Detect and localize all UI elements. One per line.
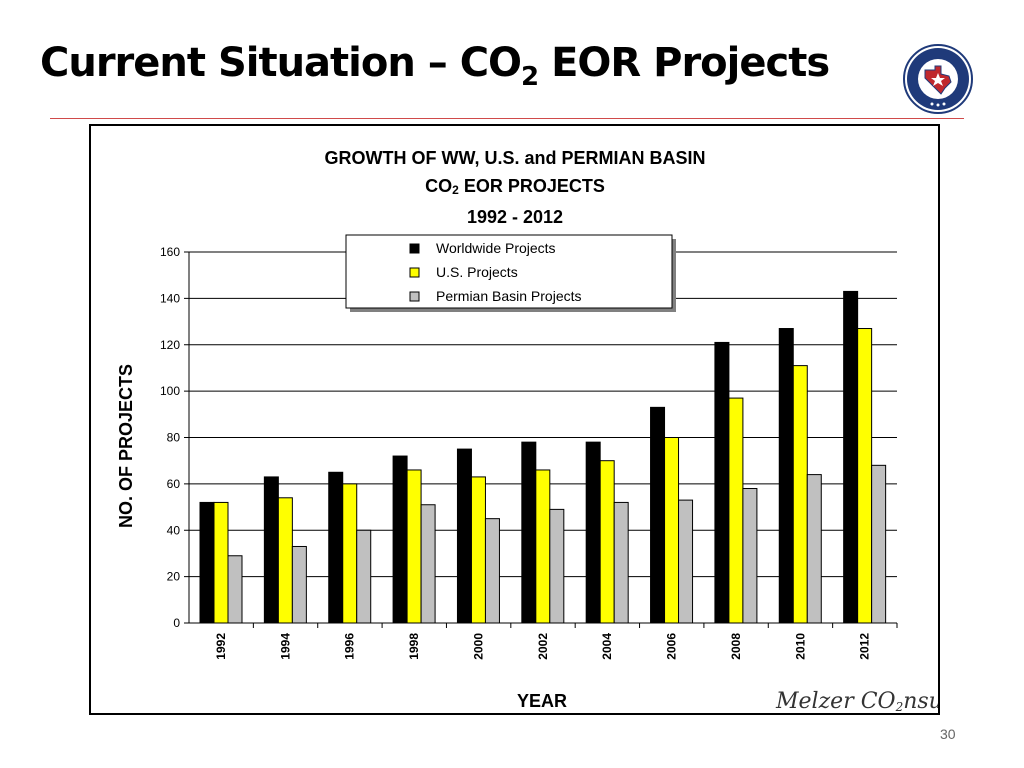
bar-permian-1996 xyxy=(356,529,372,624)
title-divider xyxy=(50,118,964,119)
chart-title-line-2: CO2 EOR PROJECTS xyxy=(425,176,605,197)
bar-worldwide-2010 xyxy=(778,328,794,624)
bar-permian-2002 xyxy=(549,508,565,624)
legend: Worldwide Projects U.S. Projects Permian B… xyxy=(345,234,676,312)
chart: GROWTH OF WW, U.S. and PERMIAN BASIN CO2… xyxy=(116,148,938,713)
railroad-commission-seal-icon xyxy=(903,44,973,114)
y-tick-label-40: 40 xyxy=(167,523,181,537)
bar-permian-1998 xyxy=(420,504,436,624)
watermark-rest: nsulting xyxy=(903,689,938,713)
legend-swatch-permian xyxy=(409,291,420,302)
watermark-main: Melzer CO xyxy=(775,689,896,713)
bar-worldwide-2008 xyxy=(714,341,730,624)
bar-us-2010 xyxy=(792,365,808,624)
y-tick-label-0: 0 xyxy=(173,616,180,630)
bar-worldwide-2004 xyxy=(585,441,601,624)
legend-label-us: U.S. Projects xyxy=(436,264,518,280)
bar-worldwide-2012 xyxy=(843,290,859,624)
chart-title-line-1: GROWTH OF WW, U.S. and PERMIAN BASIN xyxy=(325,148,706,168)
x-tick-label-2002: 2002 xyxy=(536,633,550,660)
bar-permian-2010 xyxy=(806,474,822,624)
x-tick-label-2004: 2004 xyxy=(600,633,614,660)
bar-permian-1994 xyxy=(291,545,307,624)
bar-us-2004 xyxy=(599,460,615,624)
bar-us-2008 xyxy=(728,397,744,624)
bar-permian-2012 xyxy=(871,464,887,624)
y-tick-label-60: 60 xyxy=(167,477,181,491)
bar-us-1992 xyxy=(213,501,229,624)
slide-title-main: Current Situation – CO xyxy=(40,40,522,86)
bar-worldwide-2002 xyxy=(521,441,537,624)
chart-title-rest: EOR PROJECTS xyxy=(459,176,605,196)
bar-worldwide-2006 xyxy=(650,406,666,624)
x-tick-labels: 1992 1994 1996 1998 2000 2002 2004 2006 2008 2010… xyxy=(214,633,872,660)
bar-worldwide-1996 xyxy=(328,471,344,624)
y-tick-label-120: 120 xyxy=(160,338,180,352)
axes xyxy=(184,251,898,628)
bar-worldwide-1994 xyxy=(263,476,279,624)
bar-us-1998 xyxy=(406,469,422,624)
x-axis-title: YEAR xyxy=(517,691,567,711)
bar-worldwide-1992 xyxy=(199,501,215,624)
x-tick-label-2008: 2008 xyxy=(729,633,743,660)
y-tick-label-80: 80 xyxy=(167,431,181,445)
bar-permian-2008 xyxy=(742,488,758,624)
bar-us-1994 xyxy=(277,497,293,624)
bar-us-2002 xyxy=(535,469,551,624)
bars xyxy=(199,290,887,624)
legend-label-worldwide: Worldwide Projects xyxy=(436,240,556,256)
legend-box xyxy=(345,234,673,309)
y-tick-labels: 0 20 40 60 80 100 120 140 160 xyxy=(160,245,180,630)
bar-us-2006 xyxy=(664,437,680,624)
x-tick-label-1992: 1992 xyxy=(214,633,228,660)
y-tick-label-160: 160 xyxy=(160,245,180,259)
chart-title-co: CO xyxy=(425,176,452,196)
y-tick-label-100: 100 xyxy=(160,384,180,398)
slide-title-rest: EOR Projects xyxy=(538,40,830,86)
x-tick-label-2010: 2010 xyxy=(793,633,807,660)
chart-title-subscript: 2 xyxy=(452,183,459,197)
slide-title-subscript: 2 xyxy=(521,62,539,92)
bar-worldwide-2000 xyxy=(456,448,472,624)
y-tick-label-20: 20 xyxy=(167,570,181,584)
chart-frame: GROWTH OF WW, U.S. and PERMIAN BASIN CO2… xyxy=(89,124,940,715)
bar-us-2012 xyxy=(857,328,873,624)
bar-permian-2006 xyxy=(678,499,694,624)
legend-swatch-worldwide xyxy=(409,243,420,254)
x-tick-label-2012: 2012 xyxy=(858,633,872,660)
x-tick-label-1994: 1994 xyxy=(278,633,292,660)
y-axis-title: NO. OF PROJECTS xyxy=(116,364,136,528)
legend-swatch-us xyxy=(409,267,420,278)
x-tick-label-2000: 2000 xyxy=(471,633,485,660)
chart-title-line-3: 1992 - 2012 xyxy=(467,207,563,227)
melzer-consulting-watermark: Melzer CO2nsulting xyxy=(775,689,938,713)
bar-worldwide-1998 xyxy=(392,455,408,624)
slide-title: Current Situation – CO2 EOR Projects xyxy=(40,40,830,92)
x-tick-label-2006: 2006 xyxy=(665,633,679,660)
bar-permian-2004 xyxy=(613,501,629,624)
bar-permian-2000 xyxy=(484,518,500,624)
bar-us-2000 xyxy=(470,476,486,624)
legend-label-permian: Permian Basin Projects xyxy=(436,288,582,304)
page-number: 30 xyxy=(940,726,956,742)
bar-us-1996 xyxy=(342,483,358,624)
y-tick-label-140: 140 xyxy=(160,291,180,305)
x-tick-label-1996: 1996 xyxy=(343,633,357,660)
bar-permian-1992 xyxy=(227,555,243,624)
watermark-subscript: 2 xyxy=(895,700,904,713)
x-tick-label-1998: 1998 xyxy=(407,633,421,660)
